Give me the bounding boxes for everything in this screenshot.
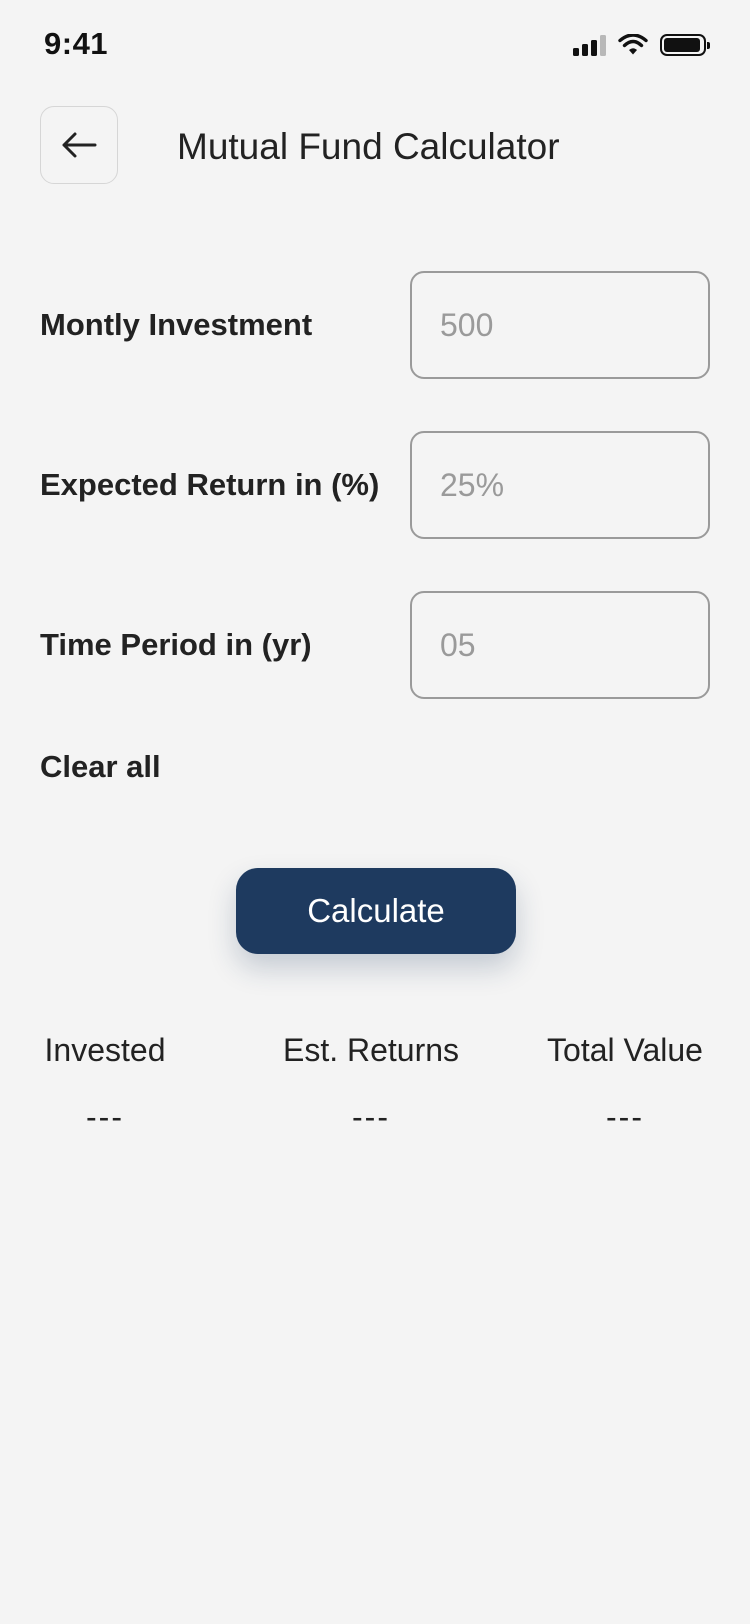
wifi-icon — [618, 34, 648, 55]
invested-result: Invested --- — [40, 1032, 170, 1136]
invested-label: Invested — [44, 1032, 166, 1068]
time-period-label: Time Period in (yr) — [40, 627, 312, 662]
arrow-left-icon — [62, 132, 97, 158]
monthly-investment-row: Montly Investment — [40, 271, 710, 379]
calculate-button[interactable]: Calculate — [236, 868, 516, 954]
est-returns-value: --- — [352, 1099, 390, 1135]
monthly-investment-input[interactable] — [410, 271, 710, 379]
results-summary: Invested --- Est. Returns --- Total Valu… — [40, 1032, 710, 1142]
expected-return-row: Expected Return in (%) — [40, 431, 710, 539]
est-returns-label: Est. Returns — [282, 1032, 460, 1068]
est-returns-result: Est. Returns --- — [276, 1032, 466, 1136]
expected-return-input[interactable] — [410, 431, 710, 539]
invested-value: --- — [86, 1099, 124, 1135]
total-value-value: --- — [606, 1099, 644, 1135]
total-value-label: Total Value — [547, 1032, 703, 1068]
status-bar: 9:41 — [0, 0, 750, 90]
time-period-input[interactable] — [410, 591, 710, 699]
status-time: 9:41 — [44, 26, 109, 61]
battery-icon — [660, 34, 710, 56]
expected-return-label: Expected Return in (%) — [40, 467, 380, 502]
back-button[interactable] — [40, 106, 118, 184]
monthly-investment-label: Montly Investment — [40, 307, 313, 342]
total-value-result: Total Value --- — [540, 1032, 710, 1136]
time-period-row: Time Period in (yr) — [40, 591, 710, 699]
page-title: Mutual Fund Calculator — [177, 126, 560, 167]
clear-all-button[interactable]: Clear all — [40, 749, 161, 784]
cellular-signal-icon — [573, 34, 606, 56]
status-icons — [573, 34, 710, 56]
